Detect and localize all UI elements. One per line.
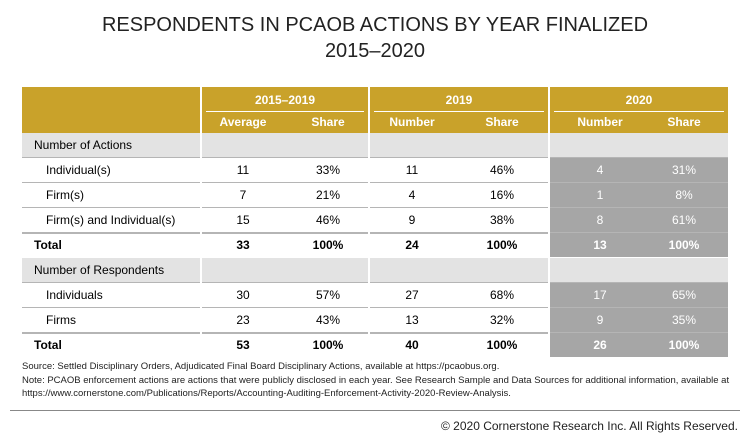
row-label: Firm(s) — [46, 188, 84, 202]
row-bg — [550, 308, 728, 332]
sub-header: Number — [389, 115, 435, 129]
cell: 27 — [405, 288, 419, 302]
row-label: Total — [34, 238, 62, 252]
section-label: Number of Respondents — [34, 263, 165, 277]
cell: 26 — [593, 338, 607, 352]
group-header: 2019 — [445, 93, 473, 107]
cell: 38% — [489, 213, 515, 227]
cell: 21% — [315, 188, 341, 202]
cell: 46% — [315, 213, 341, 227]
section-label: Number of Actions — [34, 138, 133, 152]
row-rule — [22, 307, 728, 308]
section-row — [22, 133, 728, 157]
cell: 65% — [671, 288, 697, 302]
cell: 53 — [236, 338, 250, 352]
header-bg — [22, 87, 200, 133]
sub-header: Share — [667, 115, 701, 129]
cell: 1 — [596, 188, 604, 202]
row-rule — [22, 332, 728, 334]
header-bg — [550, 87, 728, 133]
cell: 100% — [312, 238, 344, 252]
cell: 40 — [405, 338, 419, 352]
column-gap — [200, 133, 202, 358]
cell: 61% — [671, 213, 697, 227]
row-bg — [550, 333, 728, 357]
row-bg — [550, 208, 728, 232]
cell: 8 — [596, 213, 604, 227]
cell: 11 — [236, 163, 250, 177]
title: RESPONDENTS IN PCAOB ACTIONS BY YEAR FIN… — [101, 14, 649, 36]
sub-header: Share — [485, 115, 519, 129]
sub-header: Average — [219, 115, 267, 129]
column-gap — [548, 133, 550, 358]
section-row — [22, 258, 728, 282]
cell: 100% — [486, 338, 518, 352]
cell: 16% — [489, 188, 515, 202]
row-rule — [22, 207, 728, 208]
column-gap — [368, 133, 370, 358]
group-header: 2020 — [625, 93, 653, 107]
cell: 100% — [312, 338, 344, 352]
cell: 8% — [675, 188, 693, 202]
cell: 46% — [489, 163, 515, 177]
cell: 4 — [408, 188, 416, 202]
sub-header: Number — [577, 115, 623, 129]
header-rule — [206, 111, 364, 112]
subtitle: 2015–2020 — [324, 40, 426, 62]
cell: 23 — [236, 313, 250, 327]
note: Note: PCAOB enforcement actions are acti… — [22, 375, 730, 399]
cell: 9 — [596, 313, 604, 327]
cell: 24 — [405, 238, 419, 252]
cell: 100% — [486, 238, 518, 252]
cell: 68% — [489, 288, 515, 302]
copyright: © 2020 Cornerstone Research Inc. All Rig… — [441, 419, 738, 433]
cell: 13 — [405, 313, 419, 327]
cell: 32% — [489, 313, 515, 327]
group-header: 2015–2019 — [254, 93, 316, 107]
row-bg — [550, 183, 728, 207]
cell: 13 — [593, 238, 607, 252]
divider — [10, 410, 740, 411]
header-bg — [202, 87, 368, 133]
cell: 57% — [315, 288, 341, 302]
cell: 15 — [236, 213, 250, 227]
cell: 31% — [671, 163, 697, 177]
row-label: Firm(s) and Individual(s) — [46, 213, 176, 227]
cell: 100% — [668, 338, 700, 352]
row-rule — [22, 282, 728, 283]
header-rule — [374, 111, 544, 112]
header-bg — [370, 87, 548, 133]
cell: 7 — [239, 188, 247, 202]
sub-header: Share — [311, 115, 345, 129]
cell: 33% — [315, 163, 341, 177]
source-note: Source: Settled Disciplinary Orders, Adj… — [22, 361, 500, 372]
row-label: Firms — [46, 313, 76, 327]
cell: 4 — [596, 163, 604, 177]
row-label: Individuals — [46, 288, 103, 302]
row-bg — [550, 283, 728, 307]
cell: 33 — [236, 238, 250, 252]
row-rule — [22, 182, 728, 183]
cell: 30 — [236, 288, 250, 302]
cell: 100% — [668, 238, 700, 252]
cell: 17 — [593, 288, 607, 302]
cell: 9 — [408, 213, 416, 227]
row-label: Individual(s) — [46, 163, 111, 177]
row-rule — [22, 232, 728, 234]
cell: 11 — [405, 163, 419, 177]
header-rule — [554, 111, 724, 112]
row-bg — [550, 233, 728, 257]
cell: 43% — [315, 313, 341, 327]
row-label: Total — [34, 338, 62, 352]
row-bg — [550, 158, 728, 182]
cell: 35% — [671, 313, 697, 327]
row-rule — [22, 157, 728, 158]
